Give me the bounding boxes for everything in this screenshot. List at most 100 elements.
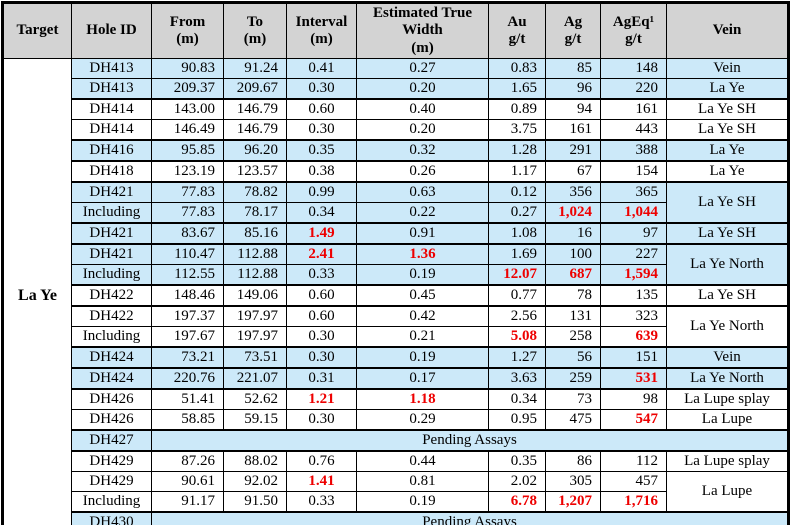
cell-ageq: 388 xyxy=(600,139,667,162)
cell-au: 1.17 xyxy=(488,160,546,183)
cell-width: 0.32 xyxy=(356,139,489,162)
cell-interval: 0.33 xyxy=(286,491,357,513)
table-row: DH427 Pending Assays xyxy=(3,429,789,452)
cell-from: 143.00 xyxy=(151,98,224,120)
cell-to: 52.62 xyxy=(223,388,287,410)
cell-to: 78.17 xyxy=(223,202,287,224)
cell-interval: 1.21 xyxy=(286,388,357,410)
cell-interval: 0.33 xyxy=(286,264,357,286)
cell-ag: 131 xyxy=(545,305,601,327)
cell-hole-id: Including xyxy=(71,326,152,348)
header-ageq: AgEq¹ g/t xyxy=(600,2,667,59)
cell-ageq: 154 xyxy=(600,160,667,183)
cell-ageq: 135 xyxy=(600,284,667,307)
cell-interval: 0.38 xyxy=(286,160,357,183)
table-row: Including 77.83 78.17 0.34 0.22 0.27 1,024 1,04… xyxy=(3,202,789,224)
cell-vein: La Ye SH xyxy=(666,222,789,245)
cell-ageq: 365 xyxy=(600,181,667,203)
cell-interval: 0.30 xyxy=(286,326,357,348)
cell-hole-id: DH429 xyxy=(71,450,152,472)
table-row: DH414 146.49 146.79 0.30 0.20 3.75 161 443 La Ye… xyxy=(3,119,789,141)
table-row: DH416 95.85 96.20 0.35 0.32 1.28 291 388 La Ye xyxy=(3,139,789,162)
cell-pending: Pending Assays xyxy=(151,429,789,452)
cell-ageq: 220 xyxy=(600,78,667,100)
cell-au: 0.12 xyxy=(488,181,546,203)
cell-width: 1.18 xyxy=(356,388,489,410)
cell-hole-id: DH421 xyxy=(71,181,152,203)
cell-hole-id: DH414 xyxy=(71,98,152,120)
cell-au: 0.34 xyxy=(488,388,546,410)
cell-hole-id: Including xyxy=(71,264,152,286)
cell-ageq: 1,716 xyxy=(600,491,667,513)
cell-ag: 258 xyxy=(545,326,601,348)
header-ag: Ag g/t xyxy=(545,2,601,59)
header-width: Estimated True Width (m) xyxy=(356,2,489,59)
cell-au: 1.27 xyxy=(488,346,546,369)
cell-hole-id: Including xyxy=(71,202,152,224)
cell-to: 146.79 xyxy=(223,98,287,120)
cell-vein: La Lupe splay xyxy=(666,450,789,472)
cell-width: 0.21 xyxy=(356,326,489,348)
cell-pending: Pending Assays xyxy=(151,511,789,525)
cell-ageq: 1,044 xyxy=(600,202,667,224)
cell-width: 0.81 xyxy=(356,471,489,492)
cell-from: 112.55 xyxy=(151,264,224,286)
table-body: La Ye DH413 90.83 91.24 0.41 0.27 0.83 85 148 Vei… xyxy=(2,58,789,525)
cell-from: 77.83 xyxy=(151,181,224,203)
table-row: DH430 Pending Assays xyxy=(3,511,789,525)
cell-width: 0.20 xyxy=(356,78,489,100)
cell-width: 0.19 xyxy=(356,491,489,513)
cell-hole-id: DH416 xyxy=(71,139,152,162)
cell-vein: Vein xyxy=(666,58,789,79)
cell-au: 12.07 xyxy=(488,264,546,286)
cell-width: 0.26 xyxy=(356,160,489,183)
table-row: DH421 83.67 85.16 1.49 0.91 1.08 16 97 La Ye SH xyxy=(3,222,789,245)
cell-au: 2.02 xyxy=(488,471,546,492)
cell-to: 85.16 xyxy=(223,222,287,245)
cell-width: 0.29 xyxy=(356,409,489,431)
table-row: DH426 58.85 59.15 0.30 0.29 0.95 475 547 La Lupe xyxy=(3,409,789,431)
cell-vein: La Lupe xyxy=(666,409,789,431)
cell-from: 90.83 xyxy=(151,58,224,79)
cell-width: 0.42 xyxy=(356,305,489,327)
cell-ageq: 97 xyxy=(600,222,667,245)
cell-hole-id: DH430 xyxy=(71,511,152,525)
cell-ag: 356 xyxy=(545,181,601,203)
cell-ageq: 323 xyxy=(600,305,667,327)
cell-ag: 78 xyxy=(545,284,601,307)
table-row: DH424 220.76 221.07 0.31 0.17 3.63 259 531 La Ye… xyxy=(3,367,789,390)
cell-ag: 73 xyxy=(545,388,601,410)
cell-from: 197.37 xyxy=(151,305,224,327)
cell-width: 0.22 xyxy=(356,202,489,224)
cell-ag: 100 xyxy=(545,243,601,265)
cell-hole-id: DH424 xyxy=(71,367,152,390)
cell-ag: 56 xyxy=(545,346,601,369)
cell-au: 1.65 xyxy=(488,78,546,100)
table-row: Including 91.17 91.50 0.33 0.19 6.78 1,207 1,71… xyxy=(3,491,789,513)
cell-interval: 0.30 xyxy=(286,346,357,369)
cell-interval: 0.30 xyxy=(286,78,357,100)
cell-hole-id: DH413 xyxy=(71,78,152,100)
header-au: Au g/t xyxy=(488,2,546,59)
cell-ageq: 457 xyxy=(600,471,667,492)
cell-from: 51.41 xyxy=(151,388,224,410)
cell-ageq: 161 xyxy=(600,98,667,120)
cell-to: 59.15 xyxy=(223,409,287,431)
cell-width: 0.19 xyxy=(356,346,489,369)
cell-interval: 0.99 xyxy=(286,181,357,203)
cell-interval: 0.34 xyxy=(286,202,357,224)
cell-from: 90.61 xyxy=(151,471,224,492)
cell-ag: 67 xyxy=(545,160,601,183)
header-interval: Interval (m) xyxy=(286,2,357,59)
cell-ag: 161 xyxy=(545,119,601,141)
cell-hole-id: DH427 xyxy=(71,429,152,452)
cell-to: 149.06 xyxy=(223,284,287,307)
cell-to: 221.07 xyxy=(223,367,287,390)
cell-au: 0.95 xyxy=(488,409,546,431)
cell-interval: 0.60 xyxy=(286,98,357,120)
cell-hole-id: DH422 xyxy=(71,284,152,307)
cell-to: 197.97 xyxy=(223,326,287,348)
cell-from: 77.83 xyxy=(151,202,224,224)
cell-au: 0.83 xyxy=(488,58,546,79)
table-row: DH421 77.83 78.82 0.99 0.63 0.12 356 365 La Ye S… xyxy=(3,181,789,224)
